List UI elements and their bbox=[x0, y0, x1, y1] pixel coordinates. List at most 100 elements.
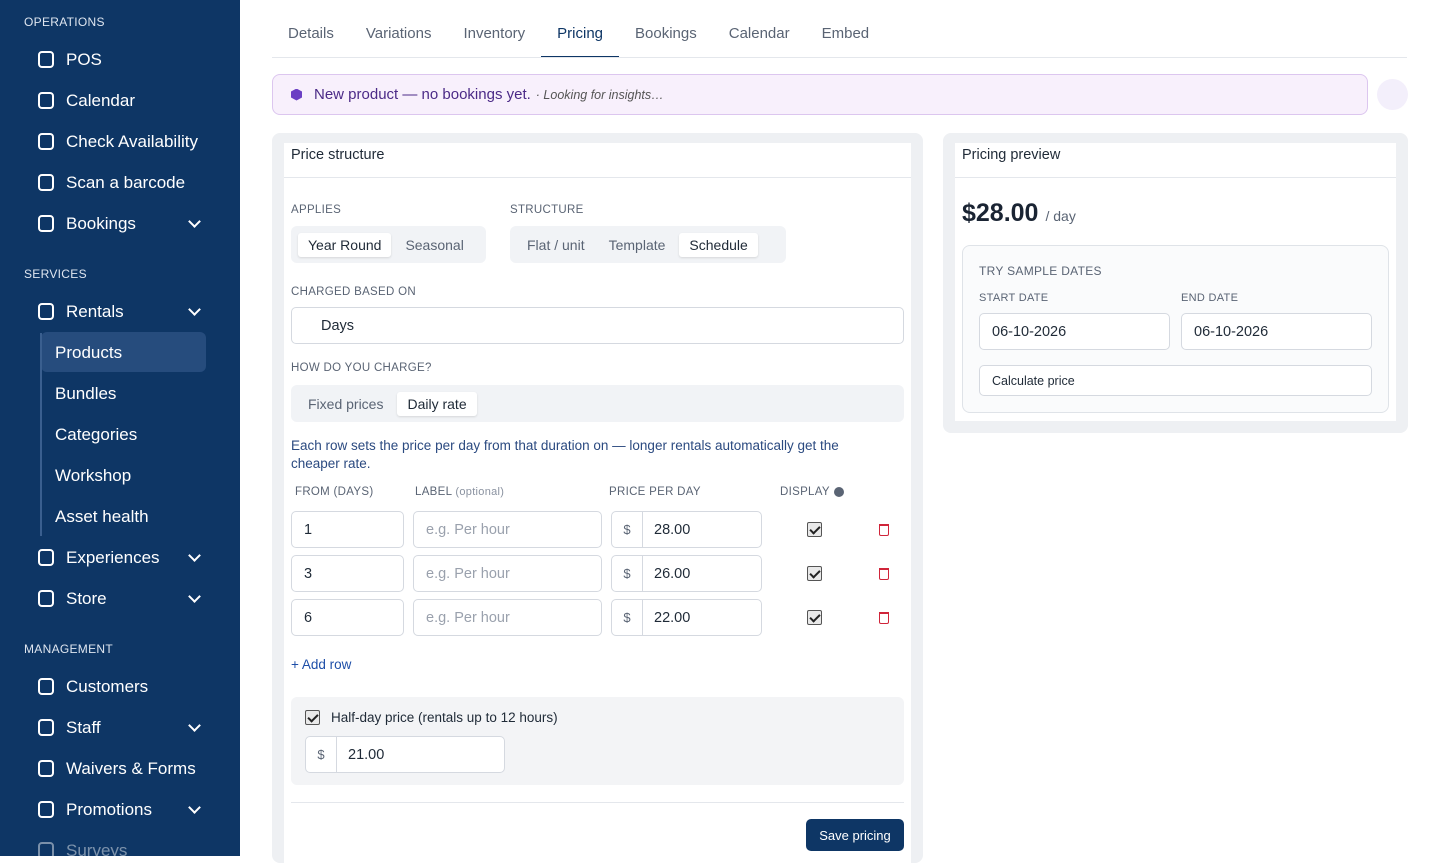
from-input[interactable]: 3 bbox=[291, 555, 404, 592]
chevron bbox=[188, 719, 201, 732]
nav-item[interactable]: Customers bbox=[66, 677, 149, 696]
currency: $ bbox=[612, 512, 643, 547]
end-date[interactable]: 06-10-2026 bbox=[1181, 313, 1372, 350]
tab[interactable]: Embed bbox=[821, 25, 870, 42]
nav-icon bbox=[38, 51, 54, 68]
label-input[interactable]: e.g. Per hour bbox=[413, 555, 602, 592]
tab-divider bbox=[272, 57, 1407, 58]
nav-item[interactable]: Rentals bbox=[66, 302, 124, 321]
field-label: CHARGED BASED ON bbox=[291, 286, 416, 298]
card-divider bbox=[955, 177, 1396, 178]
from-input[interactable]: 1 bbox=[291, 511, 404, 548]
toggle-option[interactable]: Year Round bbox=[298, 232, 392, 257]
from-input[interactable]: 6 bbox=[291, 599, 404, 636]
toggle-option[interactable]: Template bbox=[608, 236, 666, 253]
field-label: STRUCTURE bbox=[510, 204, 584, 216]
chevron bbox=[188, 549, 201, 562]
from-value: 3 bbox=[304, 565, 313, 582]
from-value: 1 bbox=[304, 521, 313, 538]
label-input[interactable]: e.g. Per hour bbox=[413, 599, 602, 636]
toggle-option[interactable]: Fixed prices bbox=[308, 395, 384, 412]
tab[interactable]: Calendar bbox=[728, 25, 790, 42]
start-date[interactable]: 06-10-2026 bbox=[979, 313, 1170, 350]
display-checkbox[interactable] bbox=[807, 522, 822, 537]
nav-item[interactable]: Waivers & Forms bbox=[66, 759, 196, 778]
info-icon[interactable] bbox=[833, 487, 844, 497]
charged-select[interactable]: Days bbox=[291, 307, 904, 344]
toggle-option[interactable]: Seasonal bbox=[405, 236, 464, 253]
placeholder: e.g. Per hour bbox=[426, 565, 510, 582]
nav-item[interactable]: POS bbox=[66, 50, 102, 69]
price-input[interactable]: $26.00 bbox=[611, 555, 762, 592]
label-input[interactable]: e.g. Per hour bbox=[413, 511, 602, 548]
nav-icon bbox=[38, 590, 54, 607]
nav-item[interactable]: Bookings bbox=[66, 214, 136, 233]
nav-subitem[interactable]: Bundles bbox=[55, 384, 117, 403]
delete-icon[interactable] bbox=[879, 524, 889, 536]
nav-item[interactable]: Experiences bbox=[66, 548, 160, 567]
placeholder: e.g. Per hour bbox=[426, 609, 510, 626]
price-unit: / day bbox=[1045, 208, 1076, 224]
tab-bar: Details Variations Inventory Pricing Booking… bbox=[272, 22, 885, 58]
delete-icon[interactable] bbox=[879, 568, 889, 580]
nav-subitem[interactable]: Products bbox=[55, 343, 123, 362]
add-row-link[interactable]: + Add row bbox=[291, 657, 352, 672]
tab[interactable]: Bookings bbox=[635, 25, 697, 42]
chevron bbox=[188, 303, 201, 316]
date-value: 06-10-2026 bbox=[992, 323, 1067, 340]
card-title: Price structure bbox=[291, 147, 385, 163]
column-hint: (optional) bbox=[455, 486, 505, 498]
banner-icon bbox=[291, 88, 302, 101]
nav-icon bbox=[38, 760, 54, 777]
active-highlight bbox=[41, 332, 206, 372]
footer-divider bbox=[291, 802, 904, 803]
preview-price: $28.00 / day bbox=[962, 199, 1076, 228]
column-header-text: LABEL bbox=[415, 486, 452, 498]
nav-item[interactable]: Check Availability bbox=[66, 132, 198, 151]
toggle-option[interactable]: Flat / unit bbox=[527, 236, 585, 253]
nav-subitem[interactable]: Categories bbox=[55, 425, 138, 444]
price-input[interactable]: $22.00 bbox=[611, 599, 762, 636]
nav-item[interactable]: Surveys bbox=[66, 841, 128, 856]
delete-icon[interactable] bbox=[879, 612, 889, 624]
tree-line bbox=[40, 333, 42, 536]
price-amount: $28.00 bbox=[962, 199, 1039, 227]
save-button[interactable]: Save pricing bbox=[806, 819, 904, 851]
toggle-option[interactable]: Daily rate bbox=[397, 391, 477, 416]
tab[interactable]: Pricing bbox=[541, 22, 620, 58]
banner-message: New product — no bookings yet. bbox=[314, 86, 531, 103]
nav-subitem[interactable]: Workshop bbox=[55, 466, 132, 485]
tab[interactable]: Details bbox=[288, 25, 334, 42]
banner-avatar bbox=[1377, 79, 1408, 110]
nav-item[interactable]: Scan a barcode bbox=[66, 173, 186, 192]
nav-item[interactable]: Store bbox=[66, 589, 107, 608]
display-checkbox[interactable] bbox=[807, 566, 822, 581]
price-value: 28.00 bbox=[654, 521, 691, 538]
applies-toggle: Year Round Seasonal bbox=[291, 226, 486, 263]
column-header: FROM (DAYS) bbox=[295, 486, 374, 498]
currency: $ bbox=[612, 556, 643, 591]
column-header-text: DISPLAY bbox=[780, 486, 830, 498]
nav-subitem[interactable]: Asset health bbox=[55, 507, 149, 526]
charge-toggle: Fixed prices Daily rate bbox=[291, 385, 904, 422]
button-label: Calculate price bbox=[992, 373, 1075, 388]
nav-item[interactable]: Calendar bbox=[66, 91, 135, 110]
nav-item[interactable]: Promotions bbox=[66, 800, 152, 819]
half-day-input[interactable]: $ 21.00 bbox=[305, 736, 505, 773]
placeholder: e.g. Per hour bbox=[426, 521, 510, 538]
date-value: 06-10-2026 bbox=[1194, 323, 1269, 340]
currency: $ bbox=[306, 737, 337, 772]
display-checkbox[interactable] bbox=[807, 610, 822, 625]
price-input[interactable]: $28.00 bbox=[611, 511, 762, 548]
description: Each row sets the price per day from tha… bbox=[291, 438, 839, 471]
calculate-button[interactable]: Calculate price bbox=[979, 365, 1372, 396]
tab[interactable]: Inventory bbox=[463, 25, 526, 42]
price-value: 22.00 bbox=[654, 609, 691, 626]
half-day-checkbox[interactable] bbox=[305, 710, 320, 725]
tab[interactable]: Variations bbox=[365, 25, 432, 42]
nav-item[interactable]: Staff bbox=[66, 718, 101, 737]
toggle-option[interactable]: Schedule bbox=[679, 232, 758, 257]
nav-icon bbox=[38, 133, 54, 150]
